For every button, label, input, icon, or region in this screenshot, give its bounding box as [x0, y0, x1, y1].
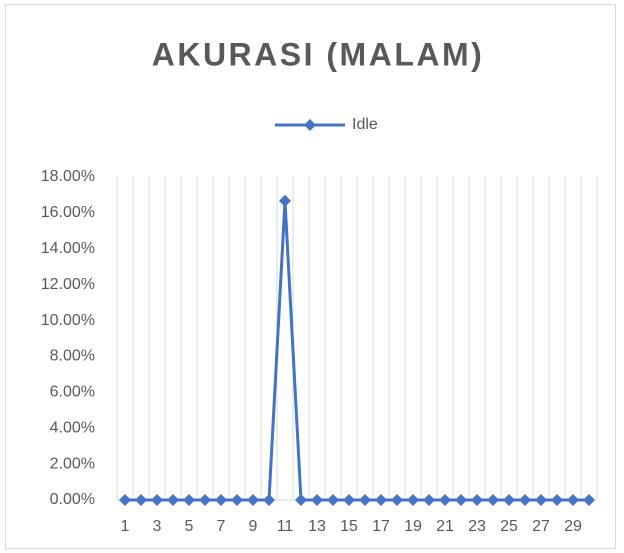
y-tick-label: 4.00% — [50, 419, 95, 436]
legend-marker — [304, 119, 316, 131]
x-tick-label: 5 — [185, 518, 194, 535]
data-point — [535, 494, 547, 506]
chart-frame — [5, 4, 616, 549]
x-tick-label: 13 — [308, 518, 326, 535]
y-tick-label: 6.00% — [50, 384, 95, 401]
data-point — [455, 494, 467, 506]
data-point — [167, 494, 179, 506]
data-point — [119, 494, 131, 506]
data-point — [311, 494, 323, 506]
data-point — [263, 494, 275, 506]
data-point — [183, 494, 195, 506]
data-point — [407, 494, 419, 506]
x-tick-label: 11 — [277, 518, 294, 535]
x-tick-label: 7 — [217, 518, 226, 535]
x-tick-label: 29 — [564, 518, 582, 535]
data-point — [551, 494, 563, 506]
y-tick-label: 8.00% — [50, 348, 95, 365]
data-point — [567, 494, 579, 506]
y-tick-label: 10.00% — [41, 312, 95, 329]
y-tick-label: 14.00% — [41, 240, 95, 257]
data-point — [247, 494, 259, 506]
data-point — [295, 494, 307, 506]
x-tick-label: 19 — [404, 518, 422, 535]
data-point — [375, 494, 387, 506]
data-point — [279, 194, 291, 207]
data-point — [151, 494, 163, 506]
data-point — [439, 494, 451, 506]
data-point — [343, 494, 355, 506]
data-point — [231, 494, 243, 506]
y-tick-label: 12.00% — [41, 276, 95, 293]
data-point — [215, 494, 227, 506]
data-point — [583, 494, 595, 506]
data-point — [135, 494, 147, 506]
data-point — [327, 494, 339, 506]
data-point — [359, 494, 371, 506]
x-tick-label: 23 — [468, 518, 486, 535]
chart-title: AKURASI (MALAM) — [152, 36, 485, 72]
data-point — [519, 494, 531, 506]
data-point — [391, 494, 403, 506]
data-point — [423, 494, 435, 506]
x-tick-label: 15 — [340, 518, 358, 535]
x-tick-label: 25 — [500, 518, 518, 535]
x-tick-label: 9 — [249, 518, 258, 535]
data-point — [503, 494, 515, 506]
x-tick-label: 21 — [436, 518, 454, 535]
data-point — [487, 494, 499, 506]
y-tick-label: 0.00% — [50, 491, 95, 508]
x-tick-label: 17 — [372, 518, 390, 535]
y-tick-label: 2.00% — [50, 455, 95, 472]
y-tick-label: 16.00% — [41, 204, 95, 221]
y-tick-label: 18.00% — [41, 168, 95, 185]
x-tick-label: 27 — [532, 518, 550, 535]
x-tick-label: 1 — [121, 518, 130, 535]
data-point — [199, 494, 211, 506]
x-tick-label: 3 — [153, 518, 162, 535]
legend-label: Idle — [352, 116, 378, 133]
data-point — [471, 494, 483, 506]
